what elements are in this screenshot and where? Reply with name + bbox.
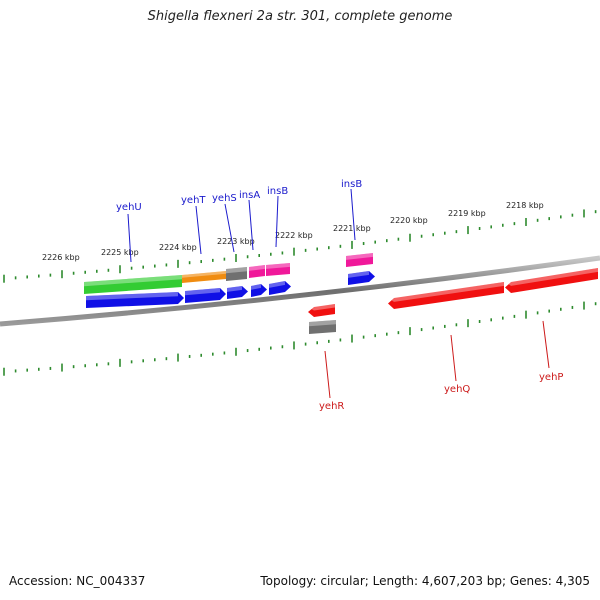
gene-label-insB-1: insB xyxy=(267,186,288,197)
label-leaders xyxy=(127,188,550,399)
upper-tick-ruler xyxy=(3,209,597,283)
gene-features xyxy=(84,253,598,334)
leader-yehS xyxy=(224,203,235,253)
cds-yehQ xyxy=(388,282,504,309)
gene-insA xyxy=(249,265,265,278)
gene-insB-2 xyxy=(346,253,373,267)
gene-yehT xyxy=(182,271,226,283)
ruler-label-2222: 2222 kbp xyxy=(275,231,313,240)
gene-label-yehP: yehP xyxy=(539,372,563,383)
backbone-arc xyxy=(0,255,600,327)
ruler-label-2218: 2218 kbp xyxy=(506,201,544,210)
gene-yehS xyxy=(226,267,247,281)
ruler-label-2224: 2224 kbp xyxy=(159,243,197,252)
gene-label-yehT: yehT xyxy=(181,195,206,206)
ruler-label-2219: 2219 kbp xyxy=(448,209,486,218)
gene-yehR xyxy=(309,320,336,334)
accession-text: Accession: NC_004337 xyxy=(9,574,146,588)
leader-yehU xyxy=(127,213,132,263)
gene-label-insB-2: insB xyxy=(341,179,362,190)
leader-yehR xyxy=(324,350,331,399)
ruler-label-2225: 2225 kbp xyxy=(101,248,139,257)
cds-yehS xyxy=(227,286,248,299)
leader-yehT xyxy=(195,205,202,255)
gene-label-yehR: yehR xyxy=(319,401,344,412)
cds-yehT xyxy=(185,288,226,303)
leader-yehQ xyxy=(450,334,457,382)
cds-insB-1 xyxy=(269,281,291,295)
cds-yehU xyxy=(86,292,184,308)
cds-insB-2 xyxy=(348,271,375,285)
ruler-label-2220: 2220 kbp xyxy=(390,216,428,225)
leader-yehP xyxy=(542,320,550,369)
cds-yehP xyxy=(505,268,598,293)
gene-label-yehU: yehU xyxy=(116,202,142,213)
gene-label-insA: insA xyxy=(239,190,260,201)
leader-insB-1 xyxy=(275,195,279,248)
lower-tick-ruler xyxy=(3,301,597,376)
gene-label-yehS: yehS xyxy=(212,193,237,204)
leader-insB-2 xyxy=(350,188,356,241)
map-title: Shigella flexneri 2a str. 301, complete … xyxy=(147,9,453,24)
ruler-label-2221: 2221 kbp xyxy=(333,224,371,233)
gene-insB-1 xyxy=(266,263,290,276)
cds-insA xyxy=(251,284,267,297)
gene-yehU xyxy=(84,275,182,294)
ruler-label-2226: 2226 kbp xyxy=(42,253,80,262)
gene-label-yehQ: yehQ xyxy=(444,384,470,395)
ruler-label-2223: 2223 kbp xyxy=(217,237,255,246)
leader-insA xyxy=(248,199,254,251)
topology-text: Topology: circular; Length: 4,607,203 bp… xyxy=(260,574,590,588)
cds-yehR xyxy=(308,304,335,317)
